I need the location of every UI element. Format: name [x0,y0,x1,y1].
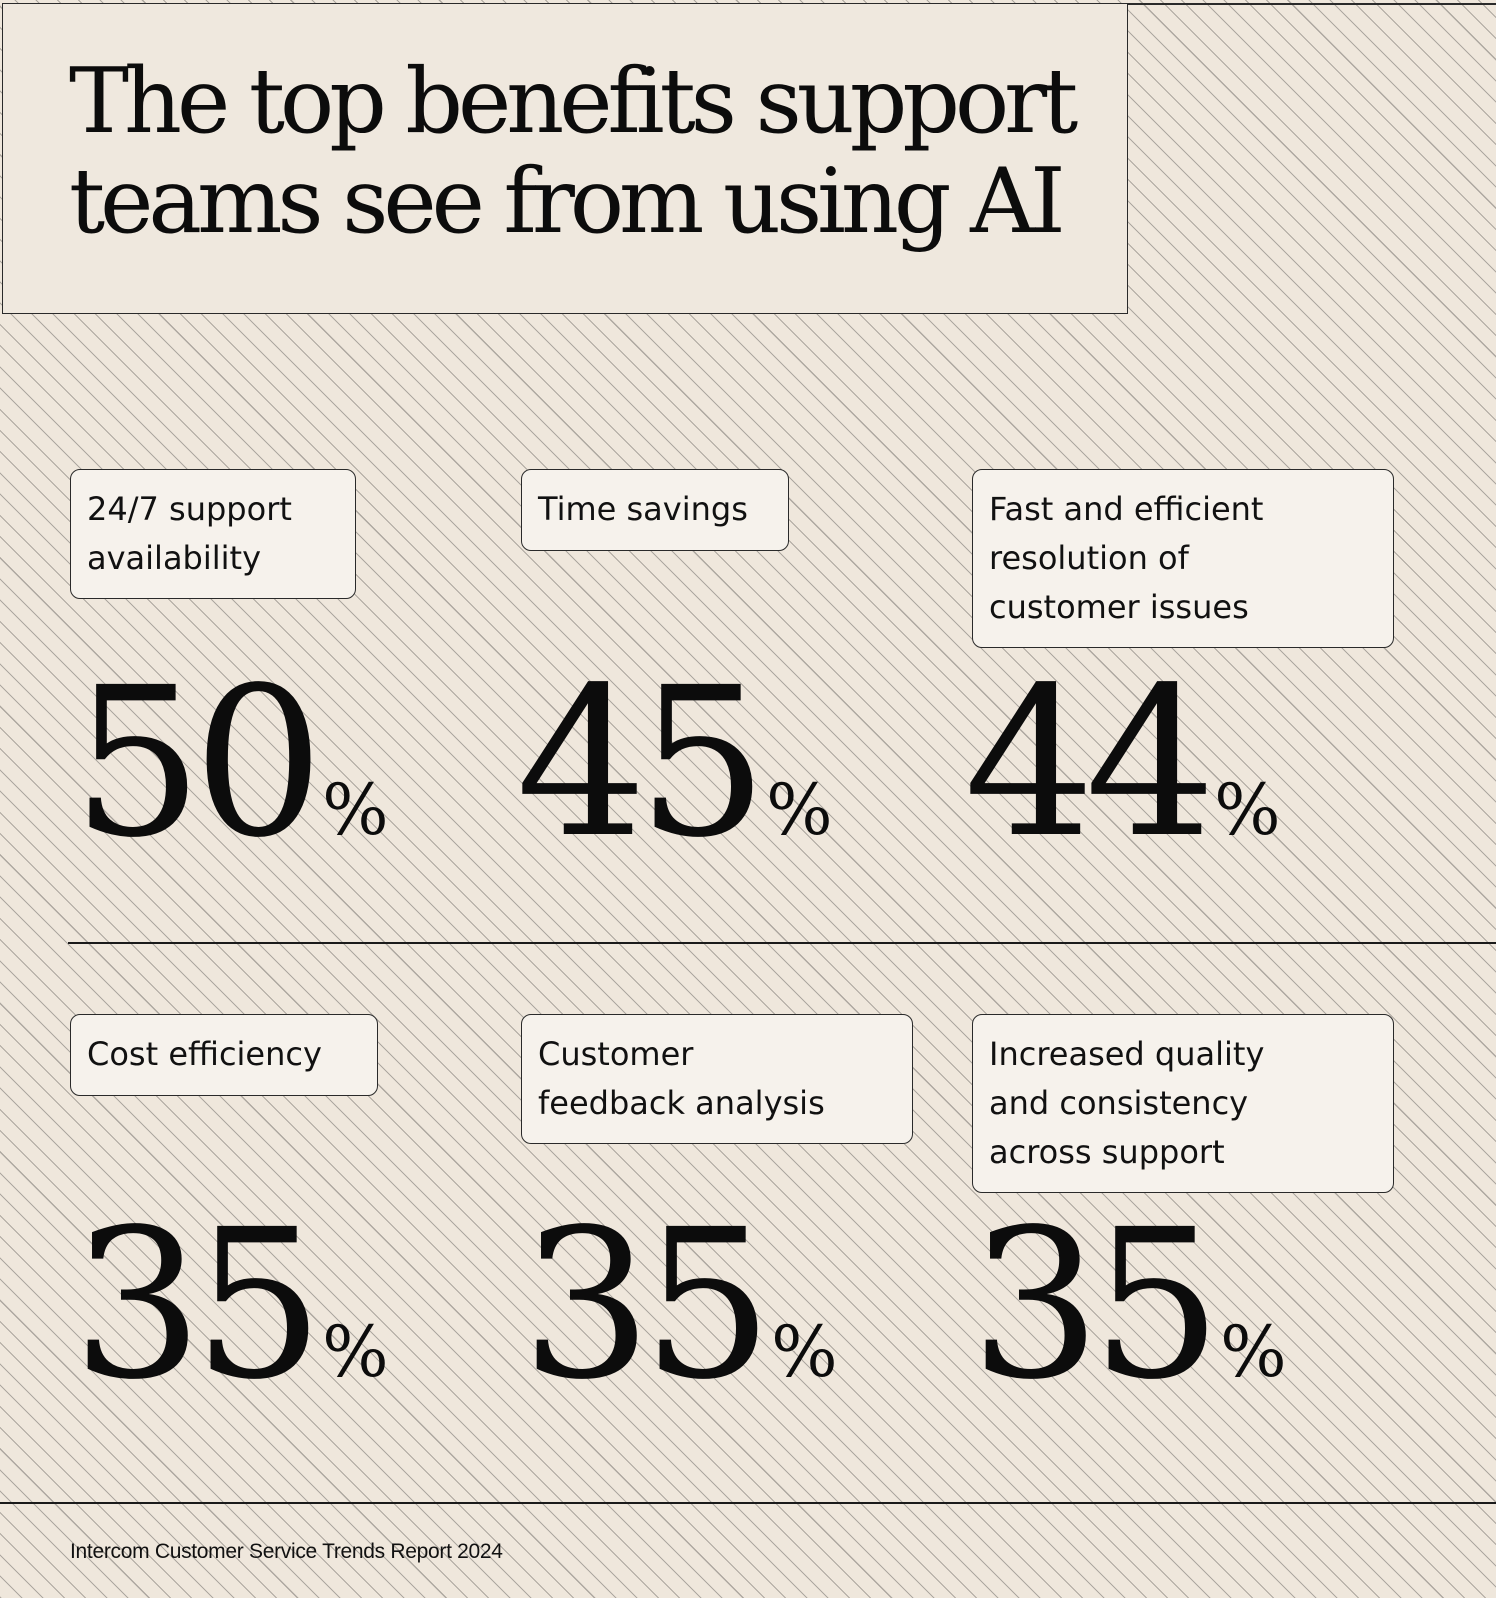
stat-label-line: feedback analysis [538,1084,825,1122]
percent-sign: % [771,1311,838,1393]
title-line-1: The top benefits support [69,49,1078,154]
stat-number: 35 [72,1185,324,1425]
stat-value: 45% [516,660,833,866]
chart-title: The top benefits support teams see from … [69,49,1078,254]
title-line-2: teams see from using AI [69,149,1066,254]
stat-label-line: resolution of [989,539,1189,577]
stat-label-line: Cost efficiency [87,1035,322,1073]
stat-value: 50% [72,660,389,866]
stat-number: 44 [964,643,1216,883]
stat-label: Time savings [521,469,789,551]
stat-value: 35% [970,1202,1287,1408]
stat-label: Customer feedback analysis [521,1014,913,1144]
stat-label-line: Customer [538,1035,694,1073]
row-divider [68,942,1496,944]
stat-label-line: availability [87,539,262,577]
percent-sign: % [322,1311,389,1393]
stat-label: Increased quality and consistency across… [972,1014,1394,1193]
stat-label: 24/7 support availability [70,469,356,599]
stat-label: Cost efficiency [70,1014,378,1096]
stat-number: 45 [516,643,768,883]
stat-label-line: 24/7 support [87,490,292,528]
stat-number: 50 [72,643,324,883]
stat-label-line: Increased quality [989,1035,1265,1073]
percent-sign: % [1220,1311,1287,1393]
stat-number: 35 [970,1185,1222,1425]
percent-sign: % [766,769,833,851]
stat-number: 35 [521,1185,773,1425]
stat-value: 35% [72,1202,389,1408]
stat-label-line: across support [989,1133,1225,1171]
stat-value: 44% [964,660,1281,866]
title-box: The top benefits support teams see from … [2,3,1128,314]
source-note: Intercom Customer Service Trends Report … [70,1540,503,1563]
stat-label-line: Fast and efficient [989,490,1264,528]
stat-label-line: customer issues [989,588,1249,626]
stat-label: Fast and efficient resolution of custome… [972,469,1394,648]
percent-sign: % [1214,769,1281,851]
top-rule [1128,3,1496,5]
stat-value: 35% [521,1202,838,1408]
stat-label-line: and consistency [989,1084,1249,1122]
stat-label-line: Time savings [538,490,748,528]
footer-divider [0,1502,1496,1504]
percent-sign: % [322,769,389,851]
